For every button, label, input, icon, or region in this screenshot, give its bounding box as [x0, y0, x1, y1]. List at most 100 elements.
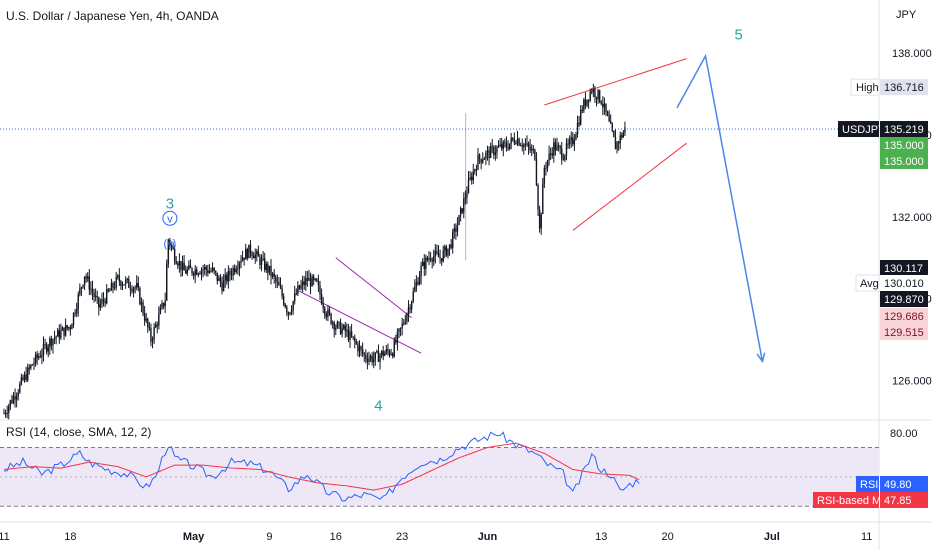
- candle-body[interactable]: [118, 275, 121, 282]
- candle-body[interactable]: [227, 270, 230, 282]
- candle-body[interactable]: [129, 287, 132, 290]
- candle-body[interactable]: [229, 270, 231, 275]
- candle-body[interactable]: [385, 348, 388, 353]
- candle-body[interactable]: [624, 127, 626, 133]
- candle-body[interactable]: [128, 278, 130, 288]
- candle-body[interactable]: [568, 139, 571, 145]
- candle-body[interactable]: [401, 323, 403, 328]
- candle-body[interactable]: [396, 332, 399, 343]
- candle-body[interactable]: [17, 392, 19, 397]
- candle-body[interactable]: [110, 282, 113, 291]
- candle-body[interactable]: [197, 273, 200, 275]
- candle-body[interactable]: [137, 282, 139, 289]
- candle-body[interactable]: [516, 138, 519, 144]
- candle-body[interactable]: [4, 413, 7, 415]
- candle-body[interactable]: [575, 134, 577, 140]
- candle-body[interactable]: [442, 250, 444, 262]
- candle-body[interactable]: [42, 344, 45, 355]
- candle-body[interactable]: [241, 257, 244, 261]
- candle-body[interactable]: [605, 103, 607, 113]
- candle-body[interactable]: [478, 154, 481, 160]
- candle-body[interactable]: [215, 270, 217, 273]
- candle-body[interactable]: [409, 307, 411, 310]
- candle-body[interactable]: [189, 265, 192, 269]
- candle-body[interactable]: [170, 245, 173, 247]
- candle-body[interactable]: [150, 328, 152, 342]
- candle-body[interactable]: [113, 287, 116, 289]
- candle-body[interactable]: [34, 354, 37, 364]
- candle-body[interactable]: [147, 318, 149, 327]
- candle-body[interactable]: [153, 327, 155, 340]
- candle-body[interactable]: [469, 177, 471, 179]
- candle-body[interactable]: [218, 277, 220, 281]
- candle-body[interactable]: [75, 308, 78, 314]
- candle-body[interactable]: [399, 327, 402, 329]
- candle-body[interactable]: [616, 142, 618, 150]
- candle-body[interactable]: [540, 214, 542, 229]
- candle-body[interactable]: [415, 282, 418, 287]
- candle-body[interactable]: [20, 377, 23, 384]
- wedge-upper-line[interactable]: [335, 257, 412, 319]
- candle-body[interactable]: [177, 263, 179, 266]
- candle-body[interactable]: [433, 256, 435, 262]
- candle-body[interactable]: [284, 304, 286, 308]
- candle-body[interactable]: [576, 122, 579, 135]
- candle-body[interactable]: [60, 330, 62, 339]
- candle-body[interactable]: [570, 137, 572, 140]
- candle-body[interactable]: [617, 142, 620, 144]
- candle-body[interactable]: [572, 137, 574, 145]
- candle-body[interactable]: [300, 285, 302, 289]
- candle-body[interactable]: [301, 281, 304, 286]
- candle-body[interactable]: [507, 147, 509, 150]
- candle-body[interactable]: [275, 277, 277, 282]
- channel-upper-line[interactable]: [544, 58, 687, 106]
- candle-body[interactable]: [96, 296, 98, 298]
- candle-body[interactable]: [44, 344, 46, 346]
- candle-body[interactable]: [121, 284, 124, 287]
- candle-body[interactable]: [109, 290, 111, 292]
- candle-body[interactable]: [338, 321, 340, 323]
- candle-body[interactable]: [456, 224, 459, 232]
- candle-body[interactable]: [161, 302, 163, 308]
- candle-body[interactable]: [235, 269, 237, 272]
- candle-body[interactable]: [428, 258, 430, 261]
- candle-body[interactable]: [328, 309, 331, 314]
- candle-body[interactable]: [448, 244, 451, 249]
- candle-body[interactable]: [39, 356, 42, 358]
- candle-body[interactable]: [30, 364, 32, 369]
- candle-body[interactable]: [455, 228, 457, 232]
- candle-body[interactable]: [361, 349, 364, 354]
- candle-body[interactable]: [312, 276, 315, 280]
- candle-body[interactable]: [336, 322, 339, 328]
- candle-body[interactable]: [83, 276, 86, 285]
- candle-body[interactable]: [41, 354, 43, 358]
- candle-body[interactable]: [63, 327, 65, 336]
- candle-body[interactable]: [31, 364, 34, 366]
- candle-body[interactable]: [101, 299, 103, 304]
- candle-body[interactable]: [28, 367, 30, 369]
- candle-body[interactable]: [230, 274, 233, 276]
- candle-body[interactable]: [420, 265, 422, 277]
- candle-body[interactable]: [504, 141, 506, 144]
- candle-body[interactable]: [143, 313, 146, 321]
- candle-body[interactable]: [79, 288, 81, 295]
- candle-body[interactable]: [347, 329, 350, 340]
- candle-body[interactable]: [3, 413, 5, 415]
- candle-body[interactable]: [559, 146, 561, 149]
- candle-body[interactable]: [557, 145, 560, 147]
- candle-body[interactable]: [289, 312, 291, 315]
- candle-body[interactable]: [273, 273, 275, 278]
- candle-body[interactable]: [74, 312, 76, 314]
- candle-body[interactable]: [25, 374, 27, 381]
- candle-body[interactable]: [496, 147, 498, 153]
- candle-body[interactable]: [521, 145, 523, 148]
- candle-body[interactable]: [93, 292, 95, 297]
- candle-body[interactable]: [305, 278, 307, 285]
- candle-body[interactable]: [470, 177, 473, 181]
- candle-body[interactable]: [548, 153, 550, 161]
- candle-body[interactable]: [55, 336, 57, 338]
- candle-body[interactable]: [532, 148, 534, 150]
- candle-body[interactable]: [115, 276, 117, 288]
- candle-body[interactable]: [249, 244, 252, 253]
- candle-body[interactable]: [423, 261, 425, 269]
